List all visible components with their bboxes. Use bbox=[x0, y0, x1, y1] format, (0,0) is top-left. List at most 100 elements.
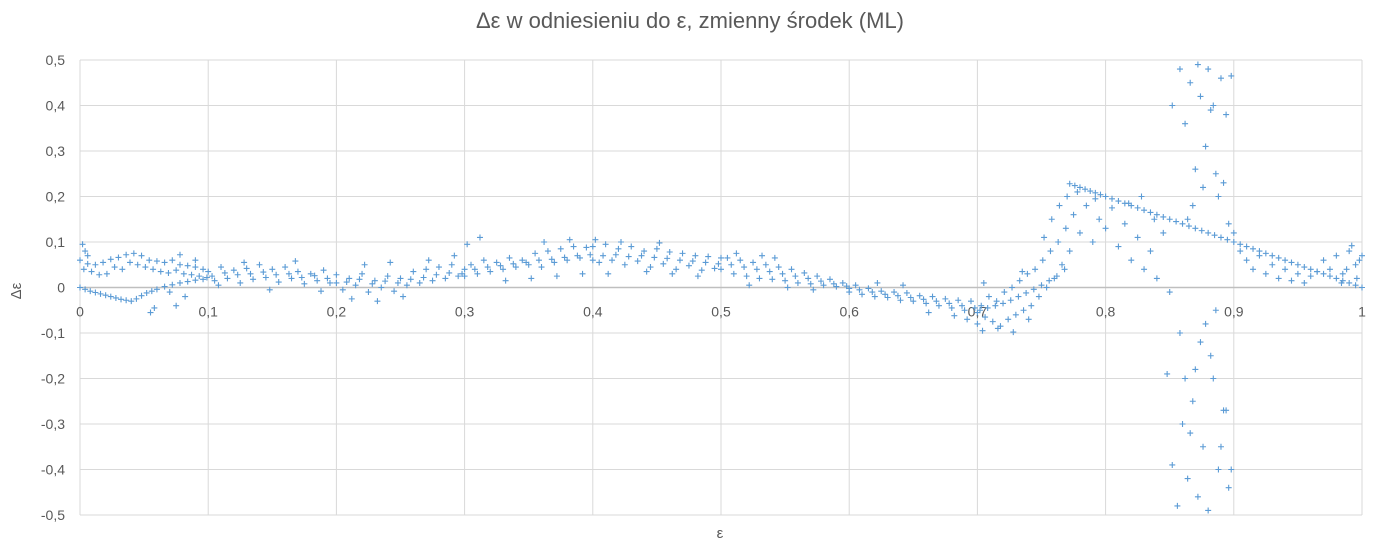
data-point bbox=[1224, 236, 1231, 243]
data-point bbox=[992, 302, 999, 309]
data-point bbox=[1314, 268, 1321, 275]
data-point bbox=[1359, 284, 1365, 291]
data-point bbox=[929, 293, 936, 300]
data-point bbox=[978, 302, 985, 309]
data-point bbox=[967, 298, 974, 305]
data-point bbox=[1237, 241, 1244, 248]
data-point bbox=[1307, 273, 1314, 280]
data-point bbox=[1153, 211, 1160, 218]
data-point bbox=[318, 288, 325, 295]
data-point bbox=[859, 291, 866, 298]
data-point bbox=[664, 255, 671, 262]
data-point bbox=[1346, 248, 1353, 255]
data-point bbox=[1262, 250, 1269, 257]
data-point bbox=[1192, 166, 1199, 173]
data-point bbox=[955, 297, 962, 304]
data-point bbox=[596, 259, 603, 266]
data-point bbox=[192, 257, 199, 264]
data-point bbox=[784, 284, 791, 291]
data-point bbox=[1294, 261, 1301, 268]
data-point bbox=[176, 251, 183, 258]
data-point bbox=[82, 248, 89, 255]
data-point bbox=[1066, 248, 1073, 255]
data-point bbox=[446, 269, 453, 276]
data-point bbox=[123, 251, 130, 258]
data-point bbox=[442, 275, 449, 282]
data-point bbox=[1269, 261, 1276, 268]
data-point bbox=[1192, 225, 1199, 232]
data-point bbox=[1185, 223, 1192, 230]
data-point bbox=[378, 284, 385, 291]
data-point bbox=[994, 325, 1001, 332]
data-point bbox=[589, 257, 596, 264]
data-point bbox=[833, 283, 840, 290]
data-point bbox=[1141, 266, 1148, 273]
data-point bbox=[1197, 339, 1204, 346]
data-point bbox=[1009, 284, 1016, 291]
data-point bbox=[1207, 352, 1214, 359]
data-point bbox=[138, 292, 145, 299]
data-point bbox=[741, 264, 748, 271]
data-point bbox=[126, 259, 133, 266]
data-point bbox=[779, 270, 786, 277]
data-point bbox=[1147, 248, 1154, 255]
data-point bbox=[1187, 430, 1194, 437]
data-point bbox=[234, 271, 241, 278]
data-point bbox=[119, 266, 126, 273]
data-point bbox=[1097, 191, 1104, 198]
data-point bbox=[1294, 270, 1301, 277]
x-tick-label: 0,9 bbox=[1224, 304, 1244, 320]
data-point bbox=[1092, 195, 1099, 202]
data-point bbox=[878, 288, 885, 295]
data-point bbox=[1353, 275, 1360, 282]
data-point bbox=[830, 280, 837, 287]
data-point bbox=[111, 264, 118, 271]
data-point bbox=[1189, 398, 1196, 405]
data-point bbox=[1083, 202, 1090, 209]
data-point bbox=[423, 266, 430, 273]
data-point bbox=[262, 274, 269, 281]
data-point bbox=[311, 272, 318, 279]
data-point bbox=[1352, 261, 1359, 268]
data-point bbox=[1169, 461, 1176, 468]
data-point bbox=[176, 261, 183, 268]
data-point bbox=[1062, 225, 1069, 232]
data-point bbox=[923, 300, 930, 307]
data-point bbox=[843, 283, 850, 290]
data-point bbox=[1160, 213, 1167, 220]
data-point bbox=[333, 279, 340, 286]
data-point bbox=[169, 257, 176, 264]
data-point bbox=[884, 294, 891, 301]
data-point bbox=[1179, 220, 1186, 227]
y-axis-label: Δε bbox=[8, 282, 25, 299]
x-tick-label: 0 bbox=[76, 304, 84, 320]
data-point bbox=[1169, 102, 1176, 109]
data-point bbox=[153, 258, 160, 265]
data-point bbox=[605, 270, 612, 277]
data-point bbox=[634, 258, 641, 265]
data-point bbox=[1012, 311, 1019, 318]
data-point bbox=[502, 277, 509, 284]
data-point bbox=[471, 266, 478, 273]
data-point bbox=[403, 282, 410, 289]
data-point bbox=[679, 250, 686, 257]
data-point bbox=[1288, 277, 1295, 284]
data-point bbox=[1307, 266, 1314, 273]
data-point bbox=[1023, 289, 1030, 296]
data-point bbox=[343, 279, 350, 286]
data-point bbox=[352, 282, 359, 289]
data-point bbox=[173, 302, 180, 309]
data-point bbox=[771, 254, 778, 261]
data-points bbox=[77, 61, 1365, 514]
data-point bbox=[292, 258, 299, 265]
data-point bbox=[1198, 227, 1205, 234]
data-point bbox=[1223, 111, 1230, 118]
data-point bbox=[1010, 329, 1017, 336]
data-point bbox=[730, 270, 737, 277]
data-point bbox=[628, 243, 635, 250]
data-point bbox=[1115, 243, 1122, 250]
data-point bbox=[97, 290, 104, 297]
data-point bbox=[173, 267, 180, 274]
data-point bbox=[1056, 202, 1063, 209]
